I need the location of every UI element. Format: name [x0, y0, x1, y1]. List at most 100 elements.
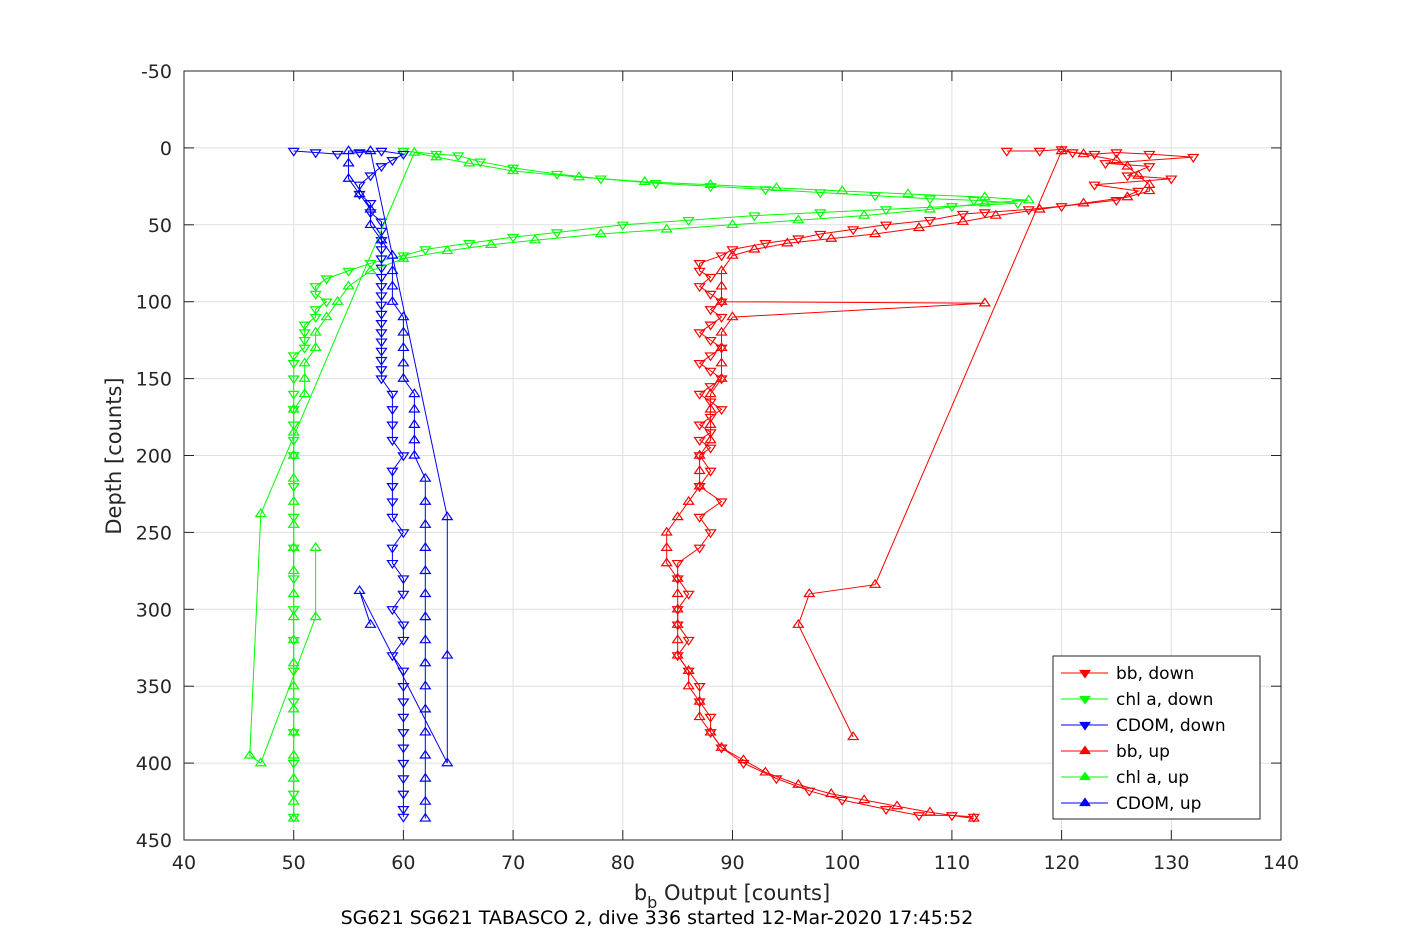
data-point: [441, 245, 454, 255]
data-point: [364, 203, 377, 213]
data-point: [825, 232, 838, 242]
data-point: [1187, 153, 1200, 163]
data-point: [364, 200, 377, 210]
data-point: [792, 778, 805, 788]
data-point: [298, 372, 311, 382]
x-axis-label: bb Output [counts]: [634, 881, 830, 912]
data-point: [287, 472, 300, 482]
data-point: [704, 336, 717, 346]
data-point: [419, 657, 432, 667]
data-point: [375, 264, 388, 274]
data-point: [309, 611, 322, 621]
data-point: [287, 495, 300, 505]
x-tick-label: 90: [720, 852, 744, 874]
legend-label: CDOM, down: [1116, 716, 1226, 736]
data-point: [704, 713, 717, 723]
data-point: [978, 297, 991, 307]
data-point: [1077, 148, 1090, 158]
data-point: [792, 214, 805, 224]
data-point: [572, 171, 586, 181]
data-point: [704, 403, 717, 413]
data-point: [254, 508, 267, 518]
data-point: [682, 636, 695, 646]
data-point: [408, 434, 421, 444]
x-tick-label: 140: [1263, 852, 1299, 874]
legend-marker: [1079, 695, 1091, 705]
data-point: [1110, 196, 1123, 207]
legend-box: [1052, 655, 1261, 820]
data-point: [353, 188, 366, 198]
data-point: [408, 418, 421, 428]
series-0: [671, 146, 1200, 823]
data-point: [1000, 147, 1013, 157]
data-point: [386, 265, 399, 275]
data-point: [814, 209, 827, 219]
data-point: [243, 749, 256, 759]
data-point: [419, 246, 432, 256]
data-point: [397, 682, 410, 693]
legend-marker: [1079, 797, 1091, 807]
data-point: [397, 713, 410, 723]
data-point: [386, 156, 399, 167]
data-point: [671, 575, 684, 585]
y-tick-label: 50: [148, 215, 172, 237]
data-point: [1066, 149, 1079, 159]
data-point: [759, 766, 772, 776]
data-point: [704, 290, 717, 300]
data-point: [397, 790, 410, 800]
data-point: [386, 513, 399, 523]
data-point: [397, 252, 410, 262]
data-point: [693, 513, 706, 523]
data-point: [1132, 187, 1145, 197]
data-point: [463, 157, 476, 167]
data-point: [901, 188, 915, 198]
data-point: [704, 418, 717, 428]
data-point: [704, 321, 717, 331]
data-point: [528, 234, 542, 244]
data-point: [419, 680, 432, 690]
data-point: [1132, 169, 1145, 179]
data-point: [287, 680, 300, 690]
data-point: [397, 729, 410, 739]
data-point: [474, 158, 487, 168]
data-point: [726, 249, 739, 259]
data-point: [715, 342, 728, 352]
data-point: [375, 283, 388, 293]
data-point: [836, 796, 849, 806]
data-point: [419, 541, 432, 551]
data-point: [419, 703, 432, 713]
data-point: [287, 426, 300, 436]
data-point: [320, 298, 333, 308]
x-axis-label-rest: Output [counts]: [657, 881, 830, 905]
data-point: [419, 795, 432, 805]
data-point: [287, 726, 300, 736]
data-point: [967, 196, 980, 207]
data-point: [375, 356, 388, 366]
legend-entry: chl a, up: [1061, 768, 1189, 788]
data-point: [671, 603, 684, 613]
data-point: [397, 150, 410, 160]
data-point: [375, 246, 388, 256]
data-point: [397, 759, 410, 769]
data-point: [704, 434, 717, 444]
data-point: [287, 634, 300, 644]
data-point: [1110, 154, 1123, 164]
data-point: [375, 163, 388, 173]
data-point: [704, 273, 717, 283]
data-point: [715, 280, 728, 290]
data-point: [836, 185, 849, 195]
data-point: [419, 749, 432, 759]
y-tick-label: 300: [136, 599, 172, 621]
data-point: [375, 329, 388, 339]
data-point: [1055, 203, 1068, 213]
chart-title: SG621 SG621 TABASCO 2, dive 336 started …: [341, 907, 974, 929]
data-point: [704, 529, 717, 539]
y-axis-label: Depth [counts]: [102, 377, 126, 534]
data-point: [814, 230, 827, 240]
data-point: [441, 757, 454, 767]
legend-entries: bb, down chl a, down CDOM, down bb, up chl a…: [1061, 664, 1226, 814]
series-2: [287, 147, 410, 823]
data-point: [671, 634, 684, 644]
data-point: [1121, 172, 1134, 182]
